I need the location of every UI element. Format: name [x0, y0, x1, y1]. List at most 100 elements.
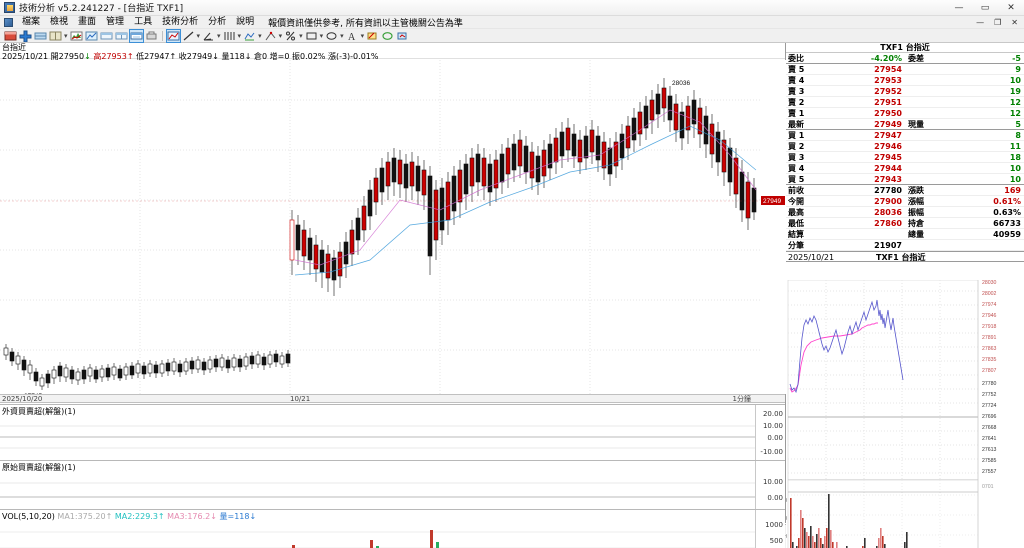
ask-label-5: 賣 5	[788, 64, 805, 74]
gann-icon[interactable]	[264, 30, 277, 42]
print-icon[interactable]	[145, 30, 158, 42]
bid-row-1[interactable]: 買 1 27947 8	[786, 130, 1024, 141]
mdi-minimize-button[interactable]: —	[976, 18, 985, 27]
ask-row-3[interactable]: 賣 3 27952 19	[786, 86, 1024, 97]
disclaimer-note: 報價資訊僅供參考, 所有資訊以主管機關公告為準	[268, 18, 463, 29]
app-icon	[4, 2, 15, 13]
svg-text:27613: 27613	[982, 447, 997, 453]
volume-panel[interactable]: VOL(5,10,20) MA1:375.20↑ MA2:229.3↑ MA3:…	[0, 509, 785, 548]
select-icon[interactable]	[396, 30, 409, 42]
candlestick-chart[interactable]: 28036 27745 27949	[0, 60, 786, 394]
bid-row-3[interactable]: 買 3 27945 18	[786, 152, 1024, 163]
dropdown-caret-10[interactable]: ▾	[360, 31, 365, 40]
ask-qty-4: 10	[1009, 75, 1021, 85]
volume-axis-0: 1000	[765, 521, 783, 529]
dropdown-caret-6[interactable]: ▾	[278, 31, 283, 40]
ask-row-5[interactable]: 賣 5 27954 9	[786, 64, 1024, 75]
menu-item-analysis[interactable]: 分析	[208, 16, 227, 27]
ask-price-2: 27951	[874, 97, 902, 107]
ask-row-2[interactable]: 賣 2 27951 12	[786, 97, 1024, 108]
ask-row-4[interactable]: 賣 4 27953 10	[786, 75, 1024, 86]
chart-area[interactable]: 台指近 2025/10/21 開27950↓ 高27953↑ 低27947↑ 收…	[0, 43, 786, 548]
dropdown-caret-8[interactable]: ▾	[319, 31, 324, 40]
menu-item-file[interactable]: 檔案	[22, 16, 41, 27]
bid-qty-3: 18	[1009, 152, 1021, 162]
raw-net-panel[interactable]: 原始買賣超(解盤)(1) 10.00 0.00	[0, 460, 785, 509]
menu-item-view[interactable]: 檢視	[50, 16, 69, 27]
volume-svg	[0, 530, 756, 548]
svg-text:27835: 27835	[982, 357, 997, 363]
foreign-net-panel[interactable]: 外資買賣超(解盤)(1) 20.00 10.00 0.00 -10.00	[0, 404, 785, 460]
erase-icon[interactable]	[381, 30, 394, 42]
add-icon[interactable]	[19, 30, 32, 42]
window1-icon[interactable]	[100, 30, 113, 42]
intraday-chart[interactable]: 28030 28002 27974 27946 27918 27891 27863 27…	[786, 280, 1024, 548]
svg-text:28030: 28030	[982, 280, 997, 286]
dropdown-caret-9[interactable]: ▾	[340, 31, 344, 40]
prev-close-value: 27780	[874, 185, 902, 195]
range-label: 振	[291, 52, 300, 61]
dropdown-caret-2[interactable]: ▾	[196, 31, 201, 40]
vol-ma2-arrow: ↑	[157, 512, 165, 521]
svg-text:27668: 27668	[982, 425, 997, 431]
bid-row-4[interactable]: 買 4 27944 10	[786, 163, 1024, 174]
bid-row-2[interactable]: 買 2 27946 11	[786, 141, 1024, 152]
mdi-close-button[interactable]: ✕	[1011, 18, 1018, 27]
channel-icon[interactable]	[223, 30, 236, 42]
dropdown-caret-3[interactable]: ▾	[217, 31, 221, 40]
split-icon[interactable]	[34, 30, 47, 42]
menu-item-tools[interactable]: 工具	[134, 16, 153, 27]
mdi-restore-button[interactable]: ❐	[994, 18, 1002, 27]
ellipse-icon[interactable]	[325, 30, 338, 42]
menu-item-technical-analysis[interactable]: 技術分析	[162, 16, 199, 27]
svg-text:28036: 28036	[672, 80, 690, 87]
dropdown-caret-5[interactable]: ▾	[258, 31, 262, 40]
menu-item-screen[interactable]: 畫面	[78, 16, 97, 27]
foreign-axis-2: 0.00	[767, 434, 783, 442]
open-value: 27950	[58, 52, 85, 61]
bid-label-1: 買 1	[788, 130, 805, 140]
dropdown-caret-7[interactable]: ▾	[299, 31, 303, 40]
draw-tool-icon[interactable]	[165, 28, 181, 43]
change-pct-label: 漲幅	[908, 196, 924, 206]
bid-row-5[interactable]: 買 5 27943 10	[786, 174, 1024, 185]
mdi-controls[interactable]: — ❐ ✕	[971, 16, 1023, 29]
trend-icon[interactable]	[202, 30, 215, 42]
svg-text:27745: 27745	[24, 393, 42, 394]
svg-text:2000: 2000	[786, 498, 787, 504]
window-controls[interactable]: — ▭ ✕	[946, 0, 1024, 16]
dropdown-caret-4[interactable]: ▾	[237, 31, 242, 40]
change-value: (-3)-0.01%	[335, 52, 379, 61]
close-button[interactable]: ✕	[1007, 3, 1015, 13]
dropdown-caret-1[interactable]: ▾	[64, 31, 68, 40]
last-price-row[interactable]: 最新 27949 現量 5	[786, 119, 1024, 130]
ask-row-1[interactable]: 賣 1 27950 12	[786, 108, 1024, 119]
bid-label-4: 買 4	[788, 163, 805, 173]
minimize-button[interactable]: —	[954, 3, 964, 13]
menu-item-help[interactable]: 說明	[236, 16, 255, 27]
quote-panel[interactable]: TXF1 台指近 委比 -4.20% 委差 -5 賣 5 27954 9 賣 4…	[786, 43, 1024, 548]
menu-item-manage[interactable]: 管理	[106, 16, 125, 27]
ask-label-1: 賣 1	[788, 108, 805, 118]
layout-icon[interactable]	[4, 30, 17, 42]
maximize-button[interactable]: ▭	[980, 3, 990, 13]
ask-qty-3: 19	[1009, 86, 1021, 96]
open-stat-value: 27900	[874, 196, 902, 206]
grid-icon[interactable]	[49, 30, 62, 42]
order-ratio-row: 委比 -4.20% 委差 -5	[786, 53, 1024, 64]
ticks-label: 分筆	[788, 240, 804, 250]
window2-icon[interactable]	[115, 30, 128, 42]
percent-icon[interactable]	[284, 30, 297, 42]
chart-blue-icon[interactable]	[85, 30, 98, 42]
text-icon[interactable]: A	[346, 30, 359, 42]
window3-icon[interactable]	[128, 28, 144, 43]
close-value: 27949	[186, 52, 213, 61]
raw-axis-0: 10.00	[762, 478, 783, 486]
svg-text:27974: 27974	[982, 302, 997, 308]
chart-color-icon[interactable]	[70, 30, 83, 42]
paint-icon[interactable]	[366, 30, 379, 42]
amplitude-value: 0.63%	[993, 207, 1021, 217]
fib-icon[interactable]	[243, 30, 256, 42]
rect-icon[interactable]	[305, 30, 318, 42]
line-icon[interactable]	[182, 30, 195, 42]
